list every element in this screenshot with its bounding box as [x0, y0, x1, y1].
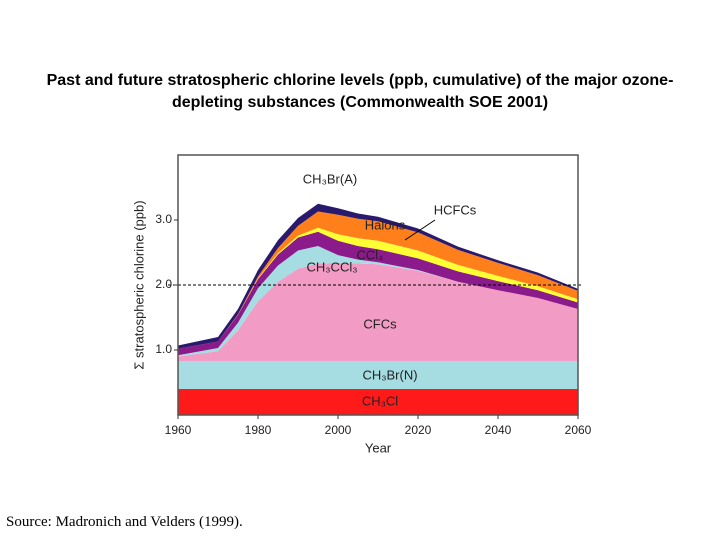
series-label: CH₃CCl₃: [306, 259, 357, 274]
y-axis-label: Σ stratospheric chlorine (ppb): [131, 200, 146, 369]
y-tick-label: 1.0: [155, 342, 172, 356]
chart: Σ stratospheric chlorine (ppb) Year 1.0 2…: [131, 154, 592, 455]
series-label: CH₃Br(A): [303, 171, 357, 186]
label-arrow: [404, 219, 436, 241]
area: [178, 203, 578, 349]
x-axis-label: Year: [365, 440, 392, 455]
series-label: CFCs: [363, 316, 397, 331]
area: [178, 231, 578, 356]
x-tick-label: 2060: [565, 423, 592, 437]
series-label: Halons: [365, 217, 406, 232]
area: [178, 262, 578, 362]
x-tick-label: 1980: [245, 423, 272, 437]
x-tick-label: 2020: [405, 423, 432, 437]
source: Source: Madronich and Velders (1999).: [6, 514, 243, 530]
x-tick-label: 1960: [165, 423, 192, 437]
area: [178, 361, 578, 389]
y-tick-label: 2.0: [155, 277, 172, 291]
area: [178, 246, 578, 357]
title: Past and future stratospheric chlorine l…: [46, 72, 674, 111]
area: [178, 211, 578, 349]
series-label: HCFCs: [434, 202, 477, 217]
x-tick-label: 2040: [485, 423, 512, 437]
y-tick-label: 3.0: [155, 212, 172, 226]
series-label: CCl₄: [357, 247, 384, 262]
x-tick-label: 2000: [325, 423, 352, 437]
area: [178, 389, 578, 415]
series-label: CH₃Cl: [362, 393, 398, 408]
series-label: CH₃Br(N): [362, 367, 417, 382]
